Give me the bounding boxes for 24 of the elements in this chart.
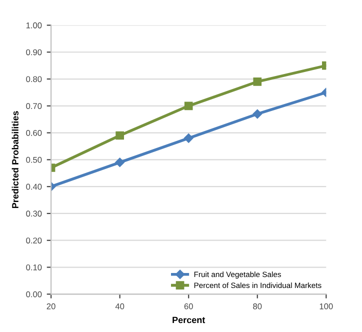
y-tick-label: 0.30: [26, 210, 42, 217]
y-tick-label: 0.40: [26, 184, 42, 190]
y-tick-label: 0.90: [26, 49, 42, 56]
y-tick-label: 1.00: [26, 22, 42, 28]
y-tick-label: 0.70: [26, 103, 42, 110]
point: [253, 78, 262, 86]
point: [116, 131, 124, 140]
point: [184, 102, 193, 110]
point: [115, 158, 124, 168]
x-tick-label: 100: [320, 303, 333, 310]
y-tick-label: 0.50: [26, 156, 42, 163]
x-tick-label: 20: [46, 303, 56, 310]
point: [252, 109, 262, 119]
x-axis-title: Percent: [172, 316, 206, 324]
x-tick-label: 40: [115, 303, 124, 310]
y-tick-label: 0.60: [26, 130, 42, 136]
point: [184, 134, 194, 143]
x-tick-label: 60: [184, 303, 193, 310]
y-tick-label: 0.10: [26, 264, 42, 270]
y-tick-label: 0.00: [26, 291, 42, 298]
y-tick-label: 0.80: [26, 76, 42, 82]
x-tick-label: 80: [253, 303, 262, 310]
y-axis-title: Predicted Probabilities: [12, 111, 18, 208]
y-tick-label: 0.20: [26, 238, 42, 244]
